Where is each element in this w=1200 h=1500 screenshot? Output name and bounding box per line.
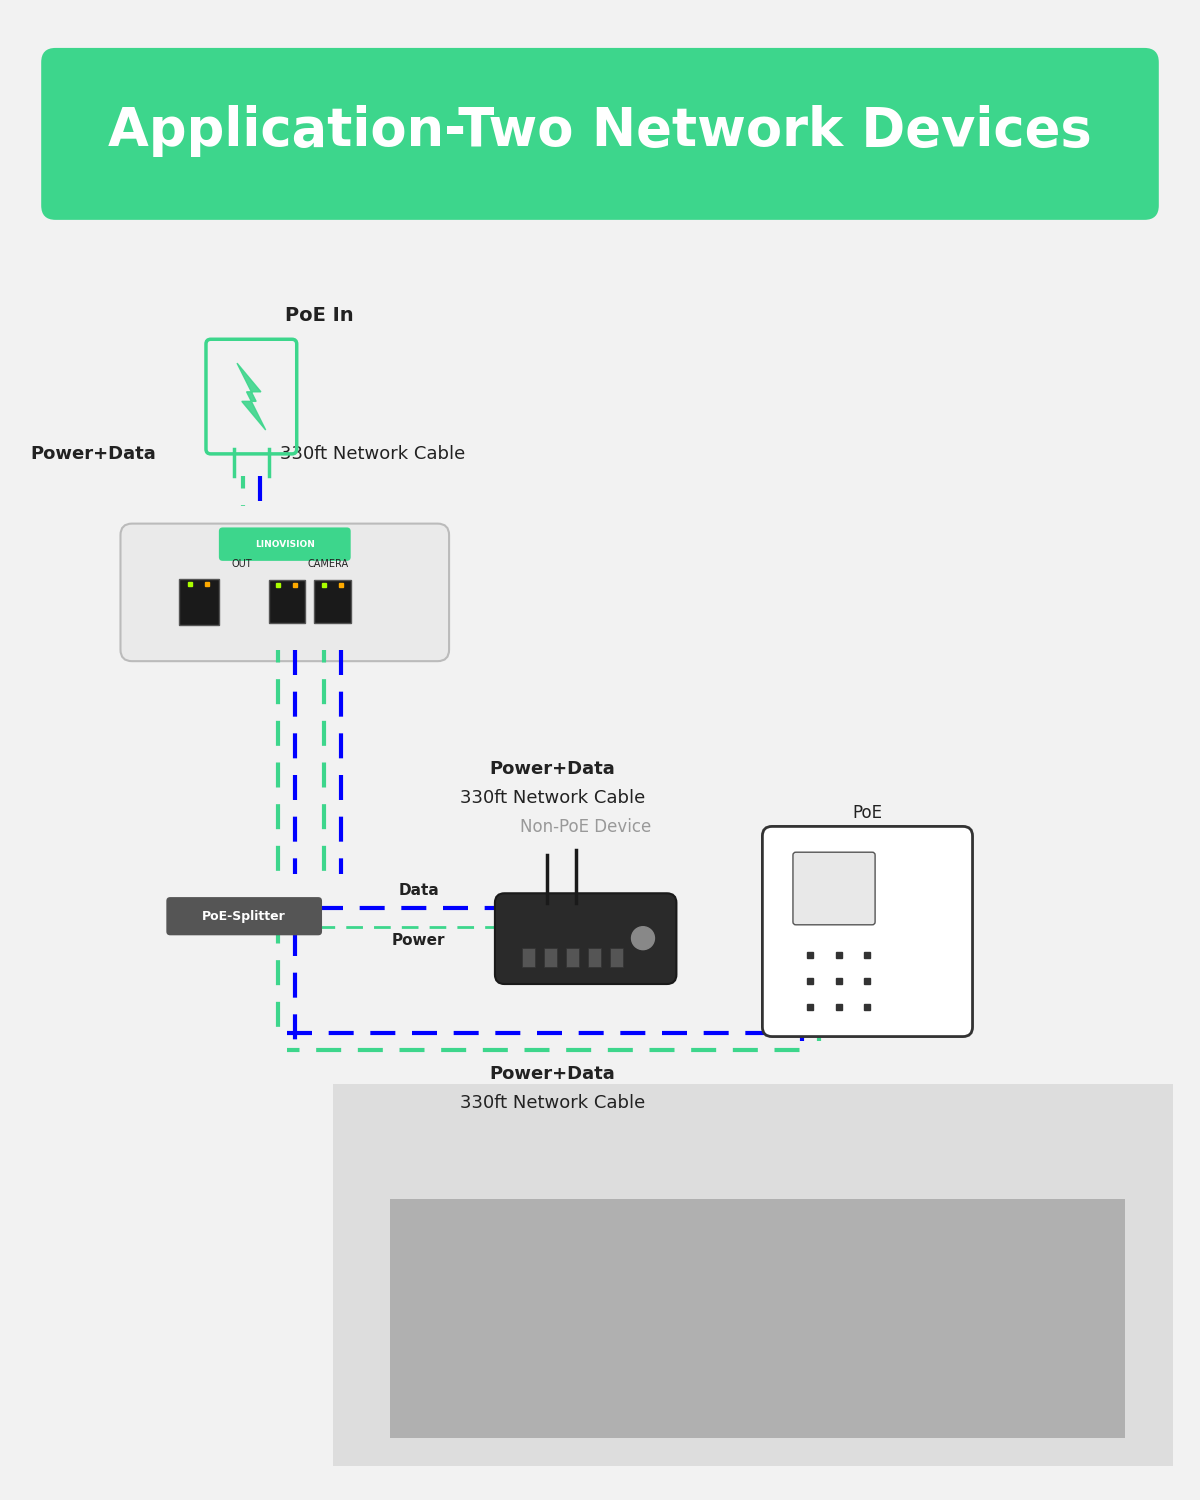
Text: Power: Power [391, 933, 445, 948]
Polygon shape [238, 363, 265, 430]
Text: CAMERA: CAMERA [307, 558, 348, 568]
Text: LINOVISION: LINOVISION [254, 540, 314, 549]
FancyBboxPatch shape [544, 948, 557, 968]
FancyBboxPatch shape [565, 948, 578, 968]
Circle shape [631, 927, 654, 950]
FancyBboxPatch shape [793, 852, 875, 926]
FancyBboxPatch shape [179, 579, 218, 626]
Text: PoE: PoE [852, 804, 882, 822]
Text: Power+Data: Power+Data [30, 446, 156, 464]
FancyBboxPatch shape [588, 948, 601, 968]
Text: Power+Data: Power+Data [490, 760, 616, 778]
Text: PoE In: PoE In [284, 306, 354, 326]
FancyBboxPatch shape [269, 580, 305, 624]
Text: PoE-Splitter: PoE-Splitter [202, 909, 286, 922]
Polygon shape [390, 1198, 1126, 1437]
FancyBboxPatch shape [167, 897, 322, 936]
Text: OUT: OUT [232, 558, 252, 568]
FancyBboxPatch shape [314, 580, 350, 624]
FancyBboxPatch shape [762, 827, 972, 1036]
FancyBboxPatch shape [120, 524, 449, 662]
Text: Application-Two Network Devices: Application-Two Network Devices [108, 105, 1092, 158]
Polygon shape [332, 1084, 1174, 1467]
Text: 330ft Network Cable: 330ft Network Cable [460, 789, 644, 807]
FancyBboxPatch shape [610, 948, 623, 968]
FancyBboxPatch shape [218, 528, 350, 561]
FancyBboxPatch shape [41, 48, 1159, 220]
FancyBboxPatch shape [494, 894, 677, 984]
Text: Non-PoE Device: Non-PoE Device [520, 818, 652, 836]
Text: Power+Data: Power+Data [490, 1065, 616, 1083]
Text: 330ft Network Cable: 330ft Network Cable [280, 446, 466, 464]
FancyBboxPatch shape [522, 948, 535, 968]
Text: Data: Data [398, 884, 439, 898]
Text: 330ft Network Cable: 330ft Network Cable [460, 1094, 644, 1112]
